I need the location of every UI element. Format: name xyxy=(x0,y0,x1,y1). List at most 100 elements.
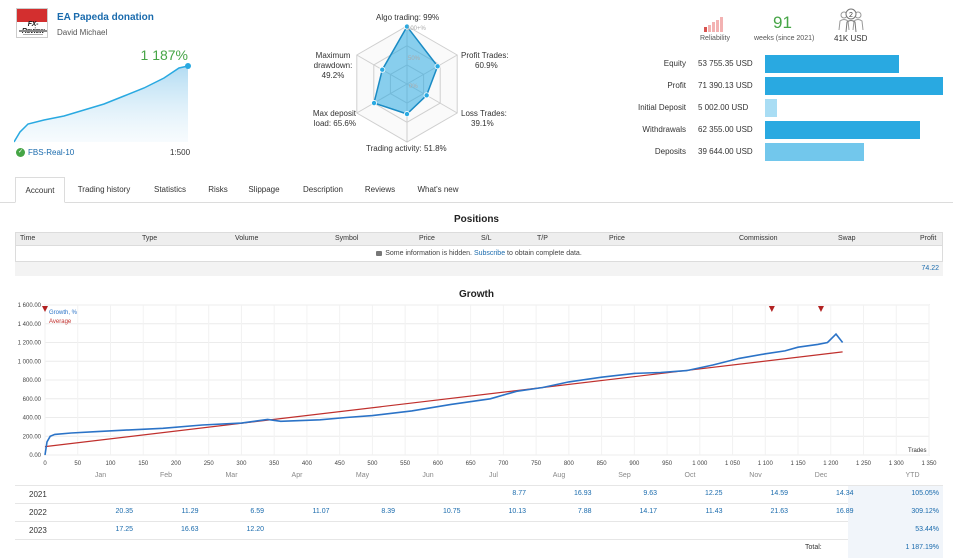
col-type: Type xyxy=(142,235,158,242)
month-return-cell[interactable]: 11.07 xyxy=(312,508,330,515)
month-return-cell[interactable]: 11.43 xyxy=(705,508,723,515)
tab-slippage[interactable]: Slippage xyxy=(248,185,280,194)
tab-account[interactable]: Account xyxy=(15,177,65,203)
tab-whats-new[interactable]: What's new xyxy=(417,185,459,194)
y-tick-label: 1 400.00 xyxy=(18,322,42,328)
legend-average: Average xyxy=(49,319,72,325)
ytd-cell[interactable]: 105.05% xyxy=(911,490,939,497)
broker-name[interactable]: FBS-Real-10 xyxy=(28,148,75,157)
month-return-cell[interactable]: 10.13 xyxy=(508,508,526,515)
growth-grid xyxy=(44,304,930,456)
month-return-cell[interactable]: 8.77 xyxy=(512,490,526,497)
x-tick-label: 1 350 xyxy=(921,461,937,467)
stat-bar xyxy=(765,121,921,139)
deposit-marker-icon xyxy=(768,306,775,312)
total-value: 1 187.19% xyxy=(905,544,939,551)
x-tick-label: 450 xyxy=(335,461,346,467)
radar-point xyxy=(379,66,386,73)
x-tick-label: 1 250 xyxy=(856,461,872,467)
reliability-bar xyxy=(712,22,715,32)
x-tick-label: 1 200 xyxy=(823,461,839,467)
month-return-cell[interactable]: 12.20 xyxy=(246,526,264,533)
account-author[interactable]: David Michael xyxy=(57,28,108,37)
radar-label-max-deposit: Max deposit load: 65.6% xyxy=(312,109,356,128)
account-title[interactable]: EA Papeda donation xyxy=(57,12,154,23)
tab-description[interactable]: Description xyxy=(302,185,343,194)
broker-server[interactable]: ✓ FBS-Real-10 xyxy=(16,148,74,157)
month-header: Oct xyxy=(684,472,696,479)
month-return-cell[interactable]: 20.35 xyxy=(115,508,133,515)
deposit-markers xyxy=(42,306,824,312)
stat-value: 5 002.00 USD xyxy=(698,103,749,112)
month-return-cell[interactable]: 12.25 xyxy=(704,490,723,497)
stat-row-deposits: Deposits 39 644.00 USD xyxy=(600,143,950,161)
tab-statistics[interactable]: Statistics xyxy=(153,185,186,194)
reliability-label: Reliability xyxy=(700,35,730,42)
subscribers-people-icon[interactable]: 2 xyxy=(838,8,864,34)
month-return-cell[interactable]: 6.59 xyxy=(250,508,264,515)
month-return-cell[interactable]: 16.93 xyxy=(573,490,592,497)
month-return-cell[interactable]: 16.89 xyxy=(835,508,854,515)
radar-label-loss-trades: Loss Trades: 39.1% xyxy=(461,109,507,128)
mini-chart-line xyxy=(14,65,189,143)
subscribers-funds: 41K USD xyxy=(834,34,868,43)
mini-chart-end-point xyxy=(185,63,191,69)
hidden-info-text-2: to obtain complete data. xyxy=(507,250,582,257)
radar-label-activity: Trading activity: 51.8% xyxy=(366,144,447,153)
ytd-cell[interactable]: 309.12% xyxy=(911,508,939,515)
lock-icon xyxy=(376,251,383,256)
month-return-cell[interactable]: 10.75 xyxy=(442,508,461,515)
reliability-bar xyxy=(708,24,711,32)
y-tick-label: 200.00 xyxy=(23,434,42,440)
month-return-cell[interactable]: 17.25 xyxy=(115,526,133,533)
subscribe-link[interactable]: Subscribe xyxy=(473,250,506,257)
y-tick-label: 400.00 xyxy=(23,416,42,422)
stat-value: 62 355.00 USD xyxy=(698,125,753,134)
fx-review-logo: FX-Review xyxy=(16,8,48,38)
tab-trading-history[interactable]: Trading history xyxy=(77,185,131,194)
y-tick-label: 0.00 xyxy=(29,453,41,459)
month-return-cell[interactable]: 9.63 xyxy=(643,490,657,497)
ytd-cell[interactable]: 53.44% xyxy=(915,526,939,533)
tab-reviews[interactable]: Reviews xyxy=(364,185,396,194)
mini-chart-area xyxy=(14,66,188,142)
month-header: Mar xyxy=(225,472,238,479)
month-header: Sep xyxy=(618,472,631,479)
tab-risks[interactable]: Risks xyxy=(208,185,228,194)
stat-bar xyxy=(765,55,900,73)
x-tick-label: 750 xyxy=(531,461,542,467)
reliability-bars-icon[interactable] xyxy=(704,16,723,32)
stat-label: Withdrawals xyxy=(642,125,686,134)
y-tick-label: 800.00 xyxy=(23,378,42,384)
mini-growth-chart xyxy=(14,63,191,143)
month-return-cell[interactable]: 7.88 xyxy=(577,508,592,515)
total-row: Total: 1 187.19% xyxy=(15,540,943,558)
months-header-row: Jan Feb Mar Apr May Jun Jul Aug Sep Oct Nov Dec YTD xyxy=(15,468,943,486)
stat-bar xyxy=(765,143,864,161)
x-tick-label: 550 xyxy=(400,461,411,467)
month-return-cell[interactable]: 16.63 xyxy=(180,526,199,533)
month-return-cell[interactable]: 14.34 xyxy=(835,490,854,497)
weeks-label: weeks (since 2021) xyxy=(754,35,815,42)
subscribers-count: 2 xyxy=(849,12,853,19)
x-tick-label: 350 xyxy=(269,461,280,467)
month-return-cell[interactable]: 14.17 xyxy=(639,508,657,515)
x-tick-label: 600 xyxy=(433,461,444,467)
growth-x-ticks: 0 50 100 150 200 250 300 350 400 450 500 550 600 650 7… xyxy=(43,461,937,467)
month-return-cell[interactable]: 8.39 xyxy=(381,508,395,515)
month-return-cell[interactable]: 21.63 xyxy=(770,508,788,515)
month-return-cell[interactable]: 11.29 xyxy=(181,508,199,515)
col-symbol: Symbol xyxy=(335,235,359,242)
average-line xyxy=(44,351,843,448)
reliability-bar xyxy=(720,17,723,32)
stat-label: Equity xyxy=(663,59,686,68)
deposit-marker-icon xyxy=(42,306,48,312)
x-tick-label: 1 150 xyxy=(791,461,807,467)
growth-chart: 0.00 200.00 400.00 600.00 800.00 1 000.00 1 20… xyxy=(18,303,938,467)
positions-total-row: 74.22 xyxy=(15,262,943,276)
month-return-cell[interactable]: 14.59 xyxy=(770,490,788,497)
y-tick-label: 600.00 xyxy=(23,397,42,403)
stat-label: Deposits xyxy=(654,147,686,156)
stat-value: 53 755.35 USD xyxy=(698,59,753,68)
x-tick-label: 950 xyxy=(662,461,673,467)
